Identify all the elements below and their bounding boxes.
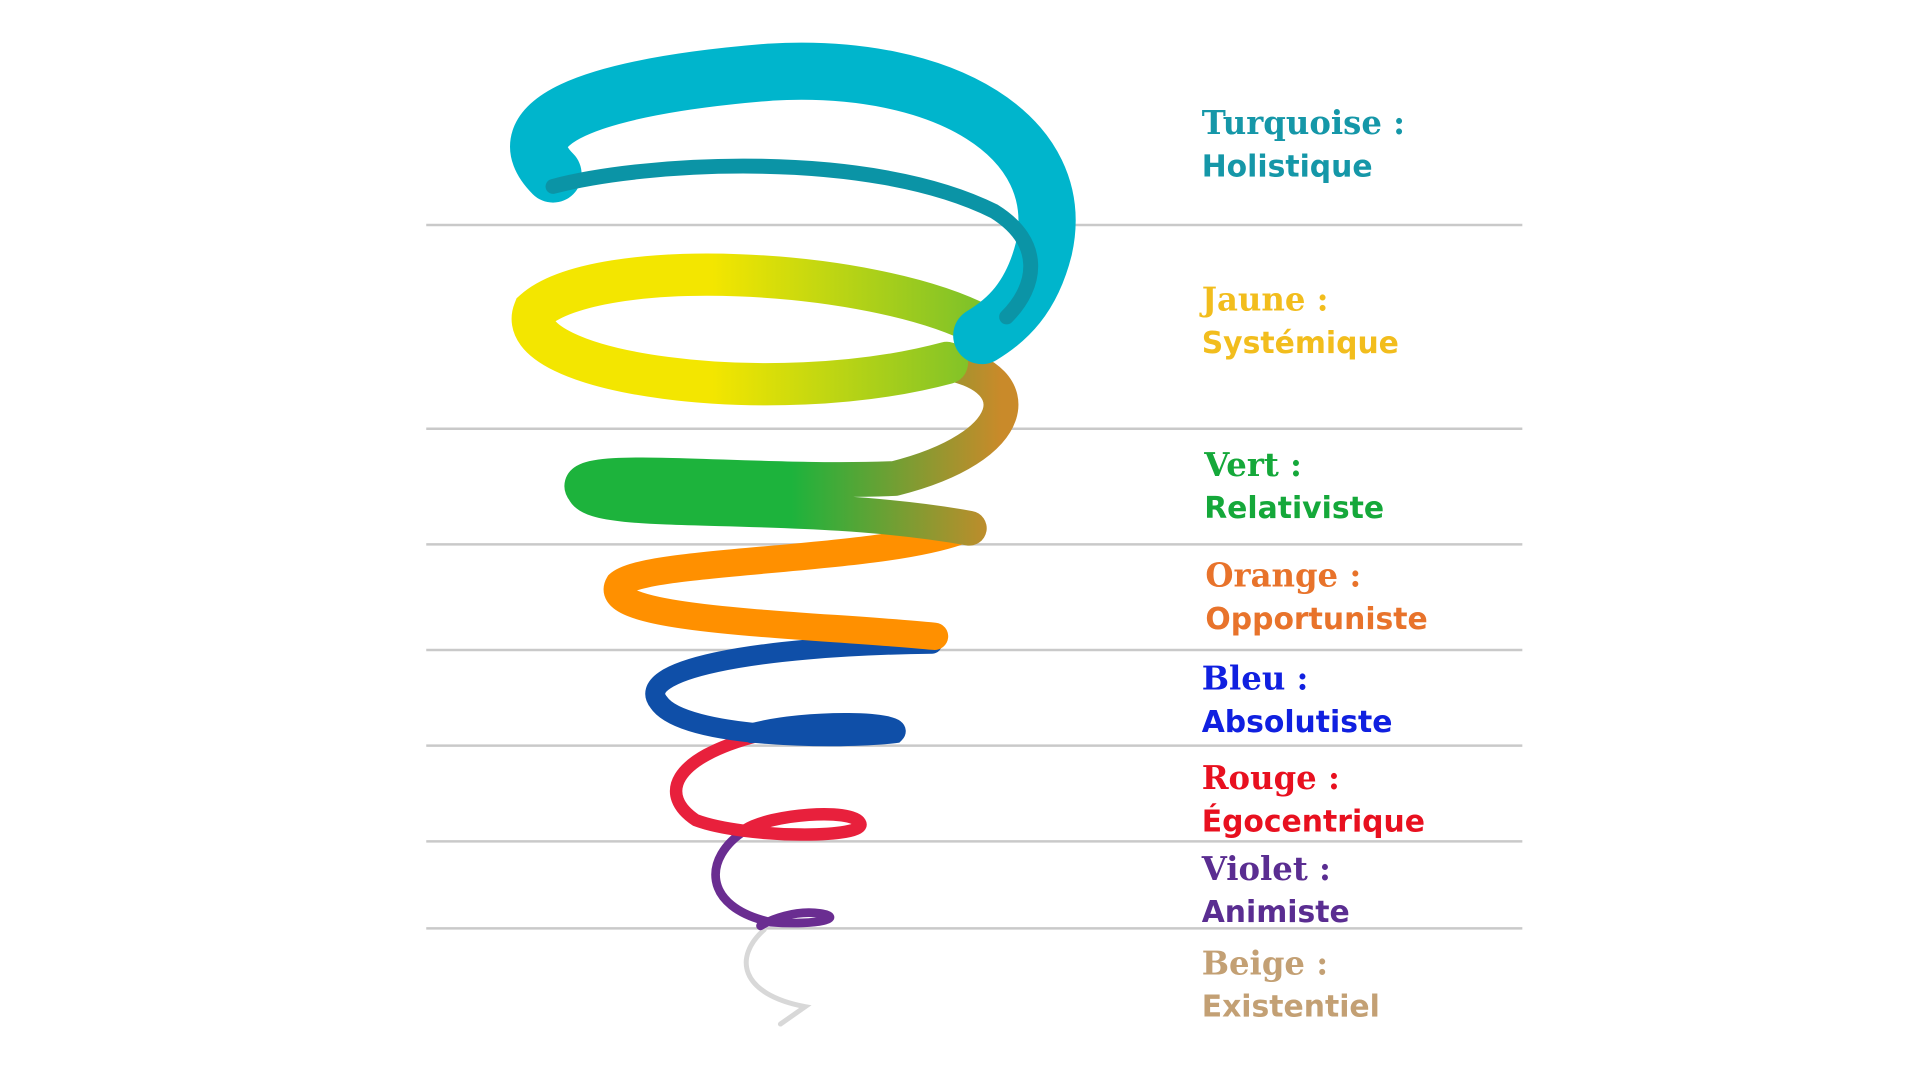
level-description: Absolutiste [1202, 705, 1393, 740]
level-description: Relativiste [1204, 491, 1384, 526]
level-name: Violet : [1201, 850, 1331, 888]
spiral-turquoise-shade [545, 158, 1039, 325]
spiral-orange [604, 518, 971, 650]
level-description: Systémique [1202, 326, 1399, 361]
level-description: Animiste [1202, 895, 1350, 930]
level-description: Holistique [1202, 150, 1373, 185]
spiral-green [564, 345, 1019, 546]
spiral-beige [743, 927, 812, 1027]
level-name: Beige : [1202, 944, 1328, 982]
level-name: Rouge : [1202, 759, 1340, 797]
level-name: Bleu : [1202, 660, 1309, 698]
level-name: Jaune : [1199, 281, 1329, 319]
level-name: Vert : [1203, 446, 1302, 484]
level-name: Orange : [1205, 557, 1361, 595]
level-description: Opportuniste [1205, 602, 1427, 637]
labels: Turquoise : Holistique Jaune : Systémique Ve… [1199, 104, 1428, 1024]
level-description: Existentiel [1202, 990, 1380, 1025]
spiral-blue [645, 633, 942, 747]
level-name: Turquoise : [1202, 104, 1405, 142]
spiral [510, 42, 1076, 1027]
spiral-violet [711, 825, 835, 931]
level-description: Égocentrique [1202, 803, 1425, 839]
spiral-yellow [511, 253, 1003, 406]
spiral-red [669, 729, 867, 841]
